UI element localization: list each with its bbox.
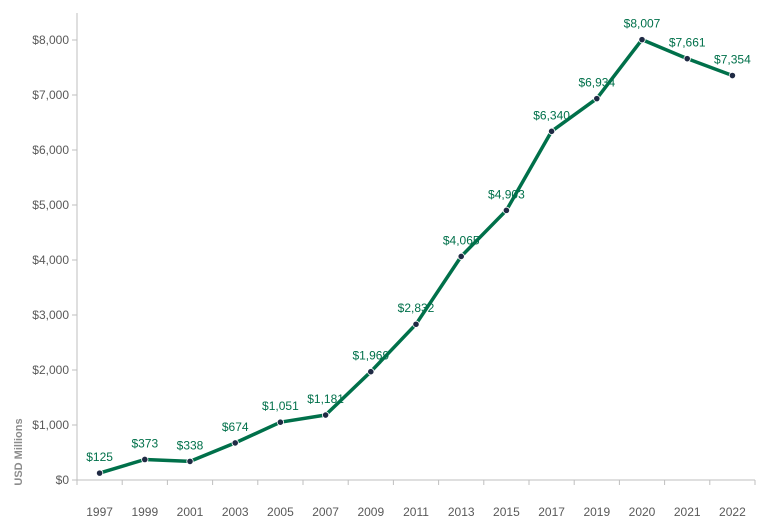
y-tick-label: $5,000 [32,198,69,212]
data-point [367,368,375,376]
y-tick-label: $4,000 [32,253,69,267]
x-tick-label: 2015 [493,505,520,519]
y-tick-label: $1,000 [32,418,69,432]
data-point [593,95,601,103]
data-point [502,206,510,214]
x-tick-label: 2007 [312,505,339,519]
data-point [683,55,691,63]
data-label: $338 [177,438,204,452]
data-point [457,252,465,261]
data-label: $4,903 [488,187,525,201]
data-point [728,71,737,80]
data-label: $7,661 [669,36,706,50]
data-label: $373 [131,436,158,450]
data-label: $7,354 [714,53,751,67]
data-point [96,469,104,477]
data-label: $6,340 [533,108,570,122]
data-point [638,36,646,44]
x-tick-label: 2009 [357,505,384,519]
data-point [412,320,420,328]
data-label: $125 [86,450,113,464]
data-label: $1,969 [352,349,389,363]
y-tick-label: $2,000 [32,363,69,377]
data-label: $1,181 [307,392,344,406]
x-tick-label: 2001 [177,505,204,519]
data-point [321,411,330,419]
x-tick-label: 2019 [583,505,610,519]
data-label: $1,051 [262,399,299,413]
series-line [97,37,735,475]
data-label: $4,065 [443,233,480,247]
data-point [231,439,239,447]
data-point [141,455,149,464]
data-label: $674 [222,420,249,434]
data-point [547,127,556,135]
y-tick-label: $3,000 [32,308,69,322]
data-label: $2,832 [398,301,435,315]
x-tick-label: 2005 [267,505,294,519]
x-tick-label: 2013 [448,505,475,519]
x-tick-label: 2020 [629,505,656,519]
y-tick-label: $6,000 [32,143,69,157]
y-tick-label: $0 [56,473,70,487]
x-tick-label: 1997 [86,505,113,519]
data-label: $6,934 [578,76,615,90]
data-point [186,457,194,466]
data-point [276,418,284,426]
y-tick-label: $7,000 [32,88,69,102]
data-label: $8,007 [624,17,661,31]
y-axis-title: USD Millions [13,418,25,485]
x-tick-label: 1999 [131,505,158,519]
x-tick-label: 2022 [719,505,746,519]
x-tick-label: 2011 [403,505,429,519]
x-tick-label: 2021 [674,505,701,519]
y-tick-label: $8,000 [32,33,69,47]
x-tick-label: 2003 [222,505,249,519]
x-tick-label: 2017 [538,505,565,519]
